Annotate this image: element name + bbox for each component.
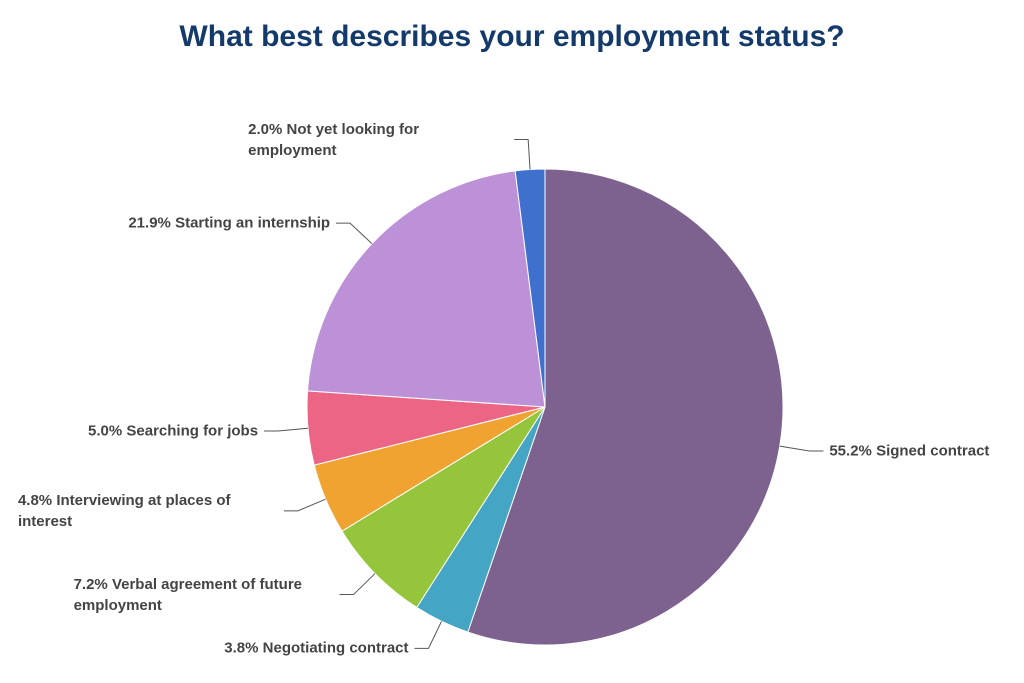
- value-label: 3.8%: [224, 639, 259, 657]
- leader-line: [779, 445, 824, 452]
- category-label: Negotiating contract: [262, 639, 409, 657]
- slice-label: 7.2% Verbal agreement of future employme…: [74, 574, 334, 616]
- value-label: 2.0%: [248, 120, 283, 138]
- leader-line: [339, 573, 376, 596]
- category-label: Verbal agreement of future employment: [73, 575, 303, 614]
- pie-slice: [341, 406, 546, 609]
- slice-label: 4.8% Interviewing at places of interest: [18, 490, 278, 532]
- value-label: 5.0%: [88, 422, 123, 440]
- category-label: Signed contract: [876, 442, 990, 460]
- pie-slice: [467, 168, 784, 646]
- category-label: Not yet looking for employment: [248, 120, 420, 159]
- slice-label: 21.9% Starting an internship: [128, 213, 330, 234]
- leader-line: [414, 621, 442, 649]
- value-label: 4.8%: [17, 491, 53, 509]
- category-label: Starting an internship: [175, 214, 331, 232]
- pie-slice: [307, 170, 546, 408]
- leader-line: [336, 222, 373, 245]
- slice-label: 5.0% Searching for jobs: [88, 420, 258, 441]
- category-label: Interviewing at places of interest: [17, 491, 231, 530]
- value-label: 7.2%: [73, 575, 108, 593]
- value-label: 55.2%: [829, 442, 872, 460]
- value-label: 21.9%: [128, 214, 171, 232]
- leader-line: [264, 427, 308, 432]
- slice-label: 55.2% Signed contract: [829, 441, 989, 462]
- chart-title: What best describes your employment stat…: [179, 20, 845, 53]
- slice-label: 2.0% Not yet looking for employment: [248, 119, 508, 161]
- leader-line: [514, 139, 531, 170]
- slice-label: 3.8% Negotiating contract: [224, 638, 408, 659]
- category-label: Searching for jobs: [126, 422, 259, 440]
- leader-line: [283, 498, 326, 512]
